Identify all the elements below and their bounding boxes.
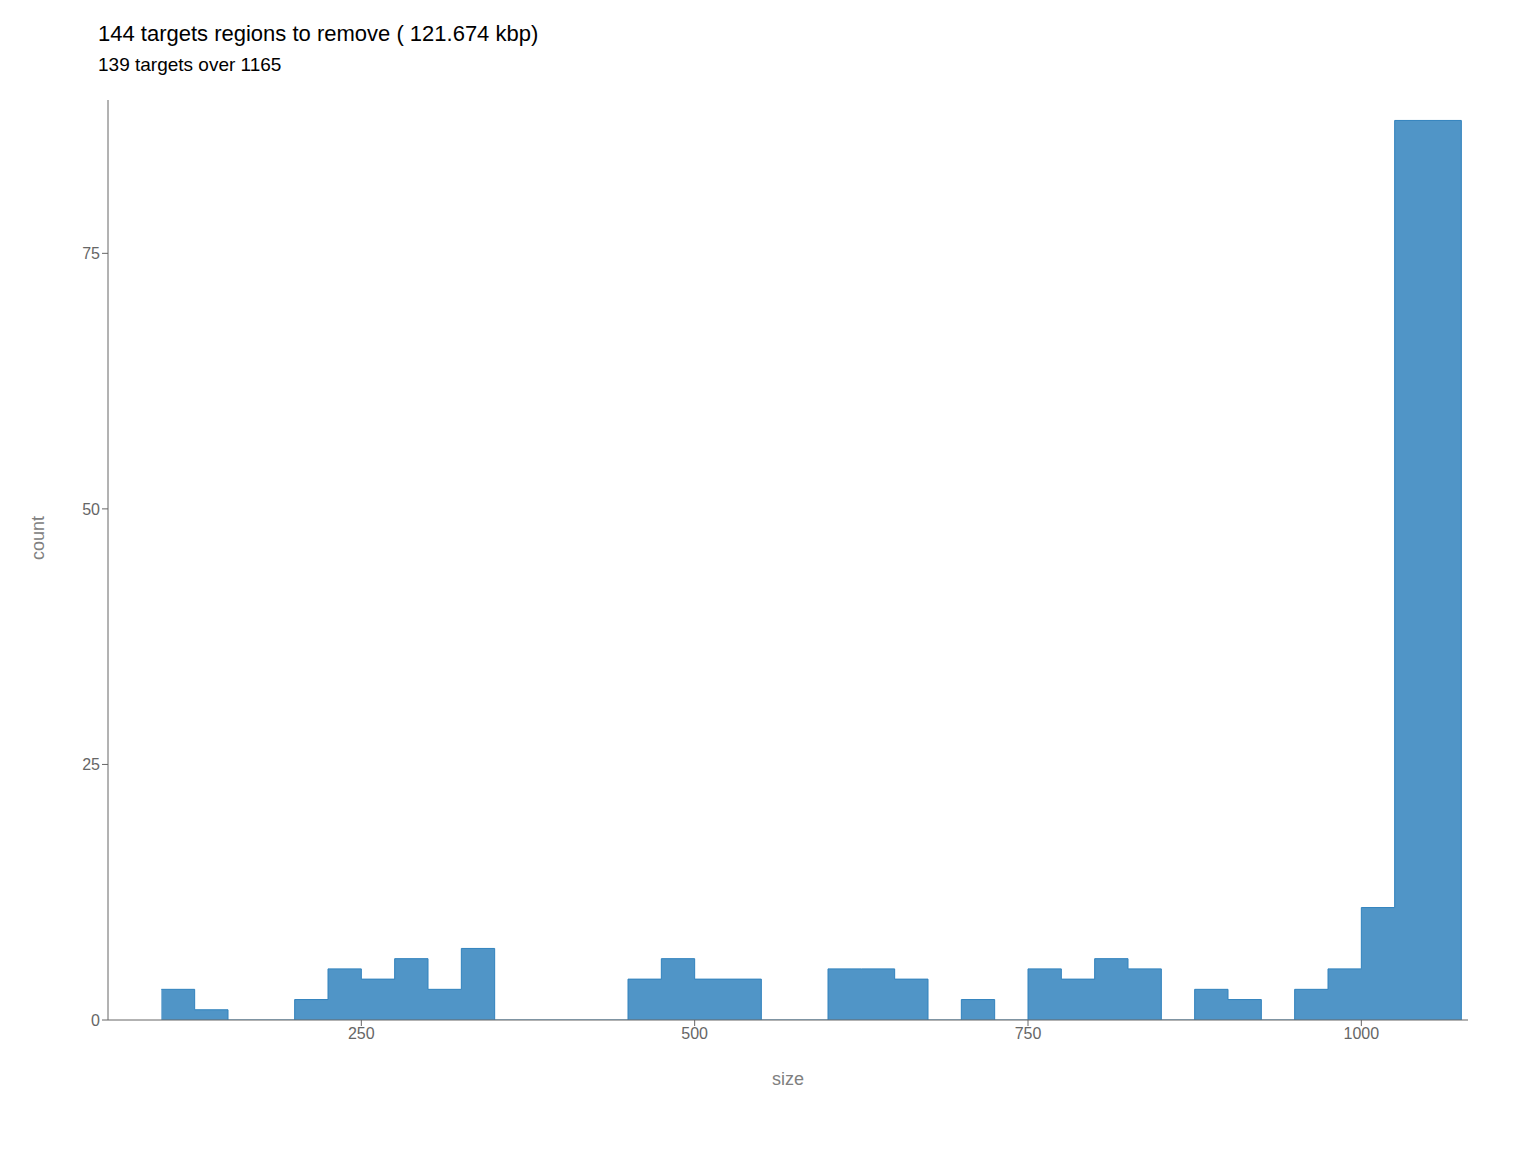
- svg-text:25: 25: [82, 756, 100, 773]
- svg-text:250: 250: [348, 1025, 375, 1042]
- html-text:144 targets regions to remove: 144 targets regions to remove ( 121.674 …: [98, 21, 539, 46]
- svg-text:0: 0: [91, 1012, 100, 1029]
- svg-text:50: 50: [82, 501, 100, 518]
- svg-text:size: size: [772, 1069, 804, 1089]
- svg-text:count: count: [28, 516, 48, 560]
- svg-text:75: 75: [82, 245, 100, 262]
- svg-text:1000: 1000: [1344, 1025, 1380, 1042]
- svg-text:750: 750: [1015, 1025, 1042, 1042]
- html-text:139 targets over 1165: 139 targets over 1165: [98, 54, 282, 75]
- svg-text:500: 500: [681, 1025, 708, 1042]
